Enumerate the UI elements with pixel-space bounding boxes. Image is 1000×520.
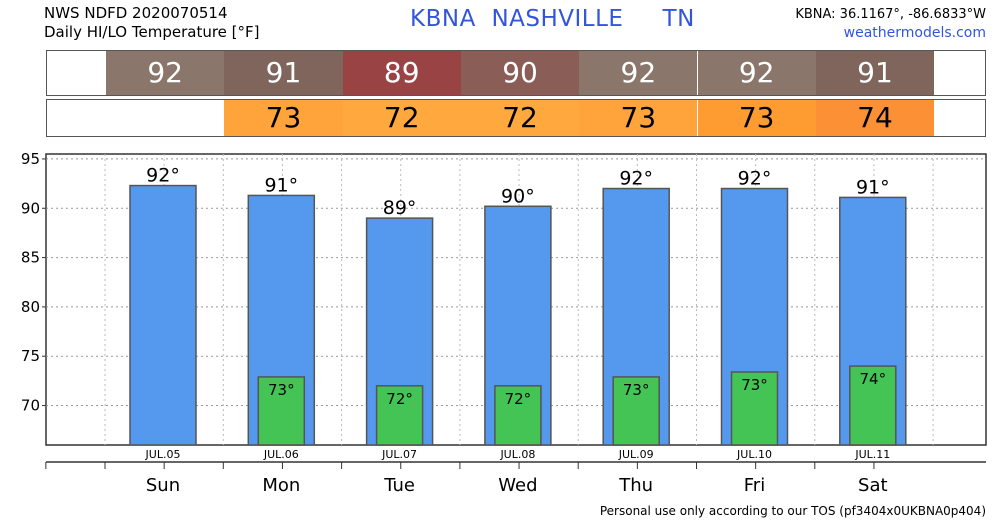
y-tick-label: 85	[21, 249, 40, 267]
lo-bar	[494, 385, 542, 446]
day-label: Sun	[146, 475, 180, 496]
lo-bar-label: 73°	[741, 376, 768, 394]
hi-strip-cell: 91	[815, 51, 935, 95]
header-info: NWS NDFD 2020070514 Daily HI/LO Temperat…	[44, 4, 260, 42]
footer-note: Personal use only according to our TOS (…	[599, 504, 986, 518]
site-link[interactable]: weathermodels.com	[843, 25, 986, 41]
hi-temperature-strip: 92 91 89 90 92 92 91	[46, 50, 986, 96]
hi-bar-label: 92°	[738, 168, 772, 190]
temperature-chart: 70 75 80 85 90 95 92° 91° 89° 90° 92° 92° 91° 73° 72° 7…	[21, 150, 987, 496]
day-label: Tue	[383, 475, 415, 496]
station-name: NASHVILLE	[491, 6, 624, 32]
lo-bar	[730, 371, 779, 446]
day-label: Mon	[262, 475, 300, 496]
lo-bar-label: 73°	[268, 381, 295, 399]
date-label: JUL.05	[145, 448, 181, 461]
lo-strip-cell: 74	[815, 100, 935, 136]
station-title: KBNA NASHVILLE TN	[410, 6, 695, 32]
date-label: JUL.09	[618, 448, 654, 461]
station-state: TN	[662, 6, 695, 32]
station-coords: KBNA: 36.1167°, -86.6833°W	[795, 7, 986, 22]
lo-strip-cell	[106, 100, 225, 136]
model-run-label: NWS NDFD 2020070514	[44, 4, 228, 22]
y-tick-label: 70	[21, 397, 40, 415]
lo-bar-label: 74°	[860, 370, 887, 388]
station-id: KBNA	[410, 6, 476, 32]
lo-bar-label: 72°	[505, 390, 532, 408]
hi-bar-label: 92°	[146, 165, 180, 187]
y-tick-label: 75	[21, 347, 40, 365]
date-label: JUL.08	[499, 448, 535, 461]
hi-bar-label: 91°	[264, 174, 298, 196]
lo-strip-cell: 73	[579, 100, 698, 136]
hi-strip-cell: 92	[106, 51, 225, 95]
hi-bar-label: 91°	[856, 176, 890, 198]
day-label: Sat	[858, 475, 888, 496]
y-tick-label: 90	[21, 199, 40, 217]
hi-strip-cell: 91	[224, 51, 343, 95]
y-tick-label: 95	[21, 150, 40, 168]
hi-bar-label: 92°	[619, 168, 653, 190]
hi-strip-cell: 92	[697, 51, 816, 95]
date-label: JUL.11	[854, 448, 890, 461]
hi-bar	[129, 184, 197, 446]
day-label: Fri	[744, 475, 765, 496]
hi-strip-cell: 90	[460, 51, 580, 95]
lo-bar	[375, 385, 424, 446]
date-label: JUL.06	[263, 448, 299, 461]
hi-strip-cell: 92	[579, 51, 698, 95]
hi-bar-label: 90°	[501, 185, 535, 207]
lo-bar	[612, 376, 660, 446]
hi-strip-cell: 89	[342, 51, 461, 95]
hi-bar-label: 89°	[383, 197, 417, 219]
lo-bar-label: 73°	[623, 381, 650, 399]
y-tick-label: 80	[21, 298, 40, 316]
day-label: Thu	[618, 475, 653, 496]
lo-bar-label: 72°	[386, 390, 413, 408]
lo-bar	[257, 376, 306, 446]
date-label: JUL.10	[736, 448, 772, 461]
header-right: KBNA: 36.1167°, -86.6833°W weathermodels…	[795, 5, 986, 43]
date-label: JUL.07	[381, 448, 417, 461]
lo-strip-cell: 73	[224, 100, 343, 136]
lo-strip-cell: 72	[342, 100, 461, 136]
day-label: Wed	[498, 475, 537, 496]
lo-strip-cell: 73	[697, 100, 816, 136]
lo-temperature-strip: 73 72 72 73 73 74	[46, 99, 986, 137]
lo-strip-cell: 72	[460, 100, 580, 136]
lo-bar	[849, 365, 897, 446]
chart-subtitle: Daily HI/LO Temperature [°F]	[44, 23, 260, 41]
